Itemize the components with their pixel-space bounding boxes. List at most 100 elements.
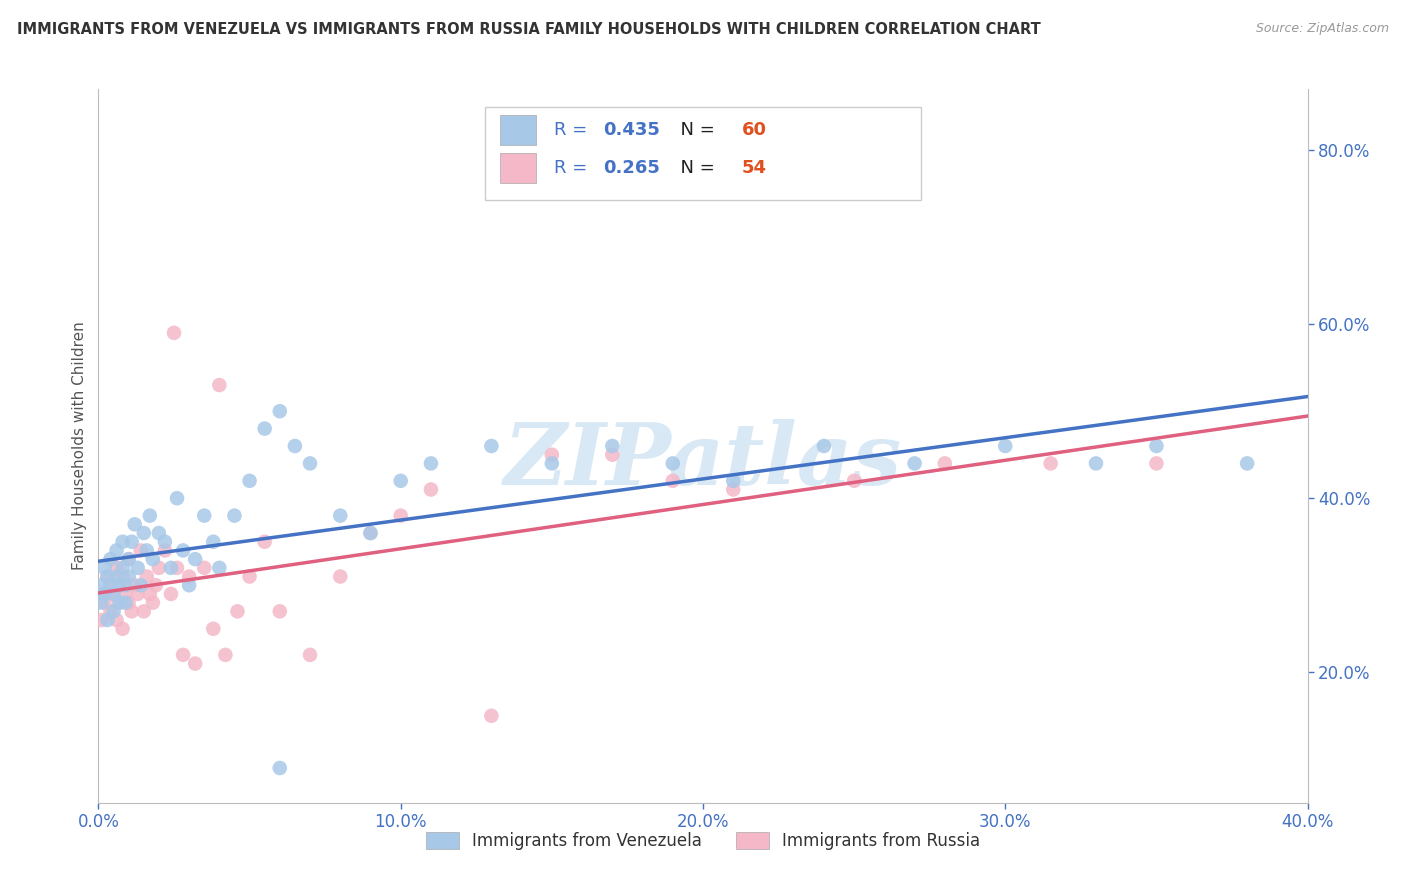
Point: [121, 534, 143, 549]
Point: [93, 587, 115, 601]
FancyBboxPatch shape: [501, 153, 536, 183]
Text: N =: N =: [669, 159, 721, 177]
Point: [118, 596, 141, 610]
Point: [135, 543, 157, 558]
Point: [723, 483, 745, 497]
Point: [813, 439, 835, 453]
Point: [90, 587, 112, 601]
Point: [96, 613, 118, 627]
Point: [163, 326, 186, 340]
Text: IMMIGRANTS FROM VENEZUELA VS IMMIGRANTS FROM RUSSIA FAMILY HOUSEHOLDS WITH CHILD: IMMIGRANTS FROM VENEZUELA VS IMMIGRANTS …: [17, 22, 1040, 37]
Point: [208, 561, 231, 575]
Point: [602, 448, 624, 462]
Point: [118, 569, 141, 583]
Point: [172, 648, 194, 662]
Text: R =: R =: [554, 121, 593, 139]
Point: [184, 657, 207, 671]
Text: 60: 60: [742, 121, 766, 139]
Point: [148, 526, 170, 541]
Point: [127, 561, 149, 575]
Point: [661, 457, 683, 471]
Text: 54: 54: [742, 159, 766, 177]
Point: [90, 613, 112, 627]
Point: [160, 587, 183, 601]
Point: [103, 587, 125, 601]
Point: [329, 508, 352, 523]
Point: [93, 561, 115, 575]
Point: [269, 404, 291, 418]
Point: [118, 552, 141, 566]
Text: ZIPatlas: ZIPatlas: [503, 418, 903, 502]
Point: [111, 569, 134, 583]
Text: N =: N =: [669, 121, 721, 139]
Point: [103, 587, 125, 601]
Point: [179, 578, 201, 592]
Point: [208, 378, 231, 392]
Point: [226, 604, 249, 618]
Point: [420, 457, 443, 471]
Point: [111, 534, 134, 549]
Y-axis label: Family Households with Children: Family Households with Children: [72, 322, 87, 570]
Point: [118, 552, 141, 566]
Point: [105, 561, 128, 575]
Point: [179, 569, 201, 583]
Point: [253, 421, 276, 435]
Point: [114, 578, 136, 592]
Point: [108, 596, 131, 610]
Point: [105, 569, 128, 583]
Point: [139, 508, 162, 523]
Point: [90, 578, 112, 592]
Point: [284, 439, 307, 453]
Text: 0.435: 0.435: [603, 121, 659, 139]
Point: [148, 561, 170, 575]
Point: [540, 448, 562, 462]
Point: [142, 596, 165, 610]
Point: [135, 569, 157, 583]
Point: [934, 457, 956, 471]
Point: [100, 578, 122, 592]
Point: [132, 526, 155, 541]
Point: [253, 534, 276, 549]
Point: [153, 534, 176, 549]
Point: [153, 543, 176, 558]
Point: [723, 474, 745, 488]
Point: [96, 569, 118, 583]
Point: [1144, 457, 1167, 471]
Point: [96, 569, 118, 583]
Point: [105, 613, 128, 627]
Text: Source: ZipAtlas.com: Source: ZipAtlas.com: [1256, 22, 1389, 36]
Point: [994, 439, 1017, 453]
Point: [214, 648, 236, 662]
Point: [114, 587, 136, 601]
FancyBboxPatch shape: [501, 115, 536, 145]
Point: [329, 569, 352, 583]
Point: [111, 561, 134, 575]
Point: [202, 534, 225, 549]
Point: [108, 578, 131, 592]
Point: [145, 578, 167, 592]
Point: [1039, 457, 1062, 471]
Point: [299, 648, 322, 662]
Point: [142, 552, 165, 566]
Point: [103, 604, 125, 618]
Point: [111, 622, 134, 636]
Point: [239, 569, 262, 583]
Point: [389, 508, 412, 523]
Point: [105, 543, 128, 558]
Point: [602, 439, 624, 453]
Point: [193, 561, 215, 575]
Point: [114, 596, 136, 610]
Point: [239, 474, 262, 488]
Point: [269, 604, 291, 618]
Point: [100, 604, 122, 618]
Point: [100, 578, 122, 592]
Point: [132, 604, 155, 618]
Point: [90, 596, 112, 610]
Point: [224, 508, 246, 523]
Point: [124, 517, 146, 532]
Point: [108, 596, 131, 610]
Point: [93, 596, 115, 610]
Point: [844, 474, 866, 488]
Point: [166, 491, 188, 506]
Point: [172, 543, 194, 558]
